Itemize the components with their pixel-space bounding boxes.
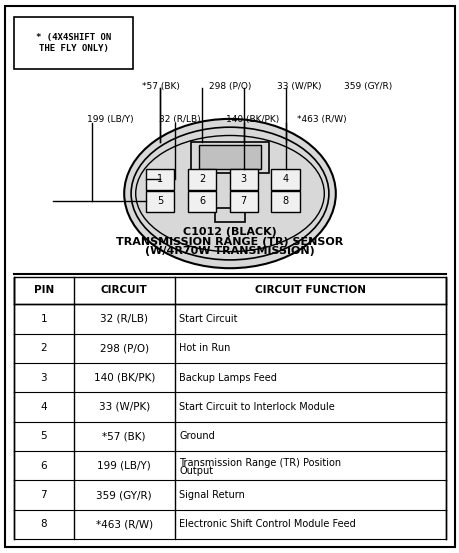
Text: 298 (P/O): 298 (P/O) — [100, 343, 148, 353]
Text: Backup Lamps Feed: Backup Lamps Feed — [179, 373, 277, 383]
Bar — [146, 191, 174, 212]
Text: 199 (LB/Y): 199 (LB/Y) — [87, 116, 134, 124]
Text: 8: 8 — [282, 196, 288, 206]
Text: *57 (BK): *57 (BK) — [102, 431, 146, 441]
Text: 6: 6 — [40, 461, 47, 471]
Text: 140 (BK/PK): 140 (BK/PK) — [226, 116, 279, 124]
Bar — [187, 169, 216, 190]
Text: *463 (R/W): *463 (R/W) — [95, 519, 152, 529]
Text: 2: 2 — [40, 343, 47, 353]
Text: 6: 6 — [198, 196, 205, 206]
Text: 4: 4 — [40, 402, 47, 412]
Text: 7: 7 — [40, 490, 47, 500]
Bar — [14, 17, 133, 69]
Bar — [229, 169, 257, 190]
Text: 199 (LB/Y): 199 (LB/Y) — [97, 461, 151, 471]
Text: Ground: Ground — [179, 431, 215, 441]
Text: 1: 1 — [40, 314, 47, 324]
Bar — [271, 191, 299, 212]
Text: 5: 5 — [40, 431, 47, 441]
Text: PIN: PIN — [34, 285, 54, 295]
Bar — [214, 208, 244, 222]
Bar — [198, 145, 260, 169]
Text: Hot in Run: Hot in Run — [179, 343, 230, 353]
Text: 359 (GY/R): 359 (GY/R) — [96, 490, 151, 500]
Text: Output: Output — [179, 466, 213, 476]
Text: 3: 3 — [240, 174, 246, 184]
Text: 7: 7 — [240, 196, 246, 206]
Text: Start Circuit: Start Circuit — [179, 314, 237, 324]
Text: Electronic Shift Control Module Feed: Electronic Shift Control Module Feed — [179, 519, 355, 529]
Text: 1: 1 — [157, 174, 163, 184]
Text: 3: 3 — [40, 373, 47, 383]
Text: Signal Return: Signal Return — [179, 490, 245, 500]
Text: 8: 8 — [40, 519, 47, 529]
Text: Transmission Range (TR) Position: Transmission Range (TR) Position — [179, 458, 341, 468]
Text: * (4X4SHIFT ON
THE FLY ONLY): * (4X4SHIFT ON THE FLY ONLY) — [36, 33, 111, 53]
Bar — [229, 191, 257, 212]
Text: Start Circuit to Interlock Module: Start Circuit to Interlock Module — [179, 402, 335, 412]
Bar — [271, 169, 299, 190]
Text: 298 (P/O): 298 (P/O) — [208, 82, 251, 91]
Bar — [14, 276, 445, 304]
Text: TRANSMISSION RANGE (TR) SENSOR: TRANSMISSION RANGE (TR) SENSOR — [116, 237, 343, 247]
Bar — [146, 169, 174, 190]
Ellipse shape — [124, 119, 335, 268]
Text: 4: 4 — [282, 174, 288, 184]
Text: *57 (BK): *57 (BK) — [142, 82, 179, 91]
Ellipse shape — [131, 127, 328, 260]
Text: C1012 (BLACK): C1012 (BLACK) — [183, 227, 276, 237]
Ellipse shape — [135, 135, 324, 252]
Bar — [190, 142, 269, 173]
Text: 33 (W/PK): 33 (W/PK) — [276, 82, 320, 91]
Text: 32 (R/LB): 32 (R/LB) — [158, 116, 200, 124]
Text: CIRCUIT: CIRCUIT — [101, 285, 147, 295]
Text: *463 (R/W): *463 (R/W) — [297, 116, 346, 124]
Text: 33 (W/PK): 33 (W/PK) — [98, 402, 150, 412]
Text: CIRCUIT FUNCTION: CIRCUIT FUNCTION — [254, 285, 365, 295]
Text: 359 (GY/R): 359 (GY/R) — [343, 82, 391, 91]
Text: 2: 2 — [198, 174, 205, 184]
Text: (W/4R70W TRANSMISSION): (W/4R70W TRANSMISSION) — [145, 246, 314, 255]
Text: 32 (R/LB): 32 (R/LB) — [100, 314, 148, 324]
Text: 140 (BK/PK): 140 (BK/PK) — [93, 373, 155, 383]
Bar — [187, 191, 216, 212]
Text: 5: 5 — [157, 196, 163, 206]
